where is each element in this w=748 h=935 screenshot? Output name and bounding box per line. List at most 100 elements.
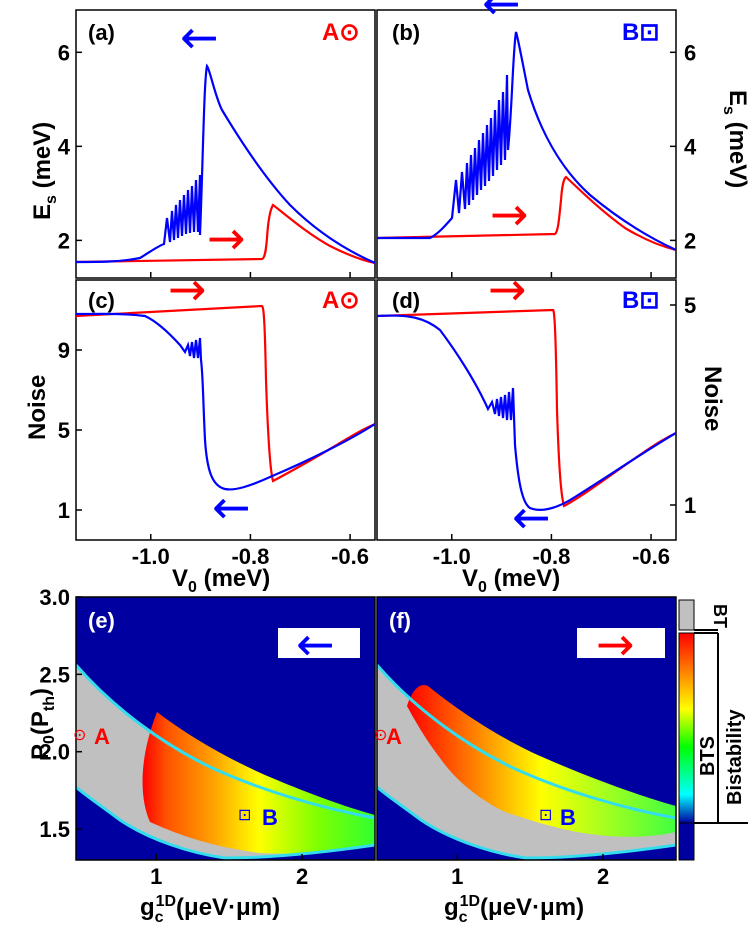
panel-e-ytick-label: 1.5 <box>39 817 70 842</box>
colorbar: BT BTS Bistability <box>678 599 748 861</box>
panel-e-lower-boundary <box>76 785 375 860</box>
panel-f-xtick-label: 1 <box>451 864 463 889</box>
panel-c-blue-curve <box>76 312 375 491</box>
panel-a-lines <box>76 63 375 265</box>
panel-c-ytick-label: 5 <box>58 418 70 443</box>
panel-d-lines <box>377 308 676 511</box>
panel-e-xlabel: gc1D(μeV·μm) <box>140 893 280 926</box>
panel-c-blue-arrow: ← <box>212 480 251 534</box>
panel-f-xtick-label: 2 <box>597 864 609 889</box>
panel-c-xtick-label: -1.0 <box>132 544 170 569</box>
panel-f-point-a-marker: ⊙ <box>374 725 387 744</box>
panel-f-point-b-marker: ⊡ <box>539 805 552 824</box>
panel-a: 2 4 6 (a) A⊙ ← → Es (meV) <box>29 9 376 279</box>
panel-c-ylabel: Noise <box>24 375 51 440</box>
panel-b-red-curve <box>377 175 676 252</box>
panel-e-xtick-label: 1 <box>150 864 162 889</box>
colorbar-bt-label: BT <box>710 604 730 628</box>
panel-f-xlabel: gc1D(μeV·μm) <box>444 893 584 926</box>
panel-a-ylabel: Es (meV) <box>29 122 60 220</box>
panel-c-ticks: -1.0 -0.8 -0.6 1 5 9 <box>58 338 369 569</box>
panel-c-label: (c) <box>88 288 115 313</box>
colorbar-navy-swatch <box>678 822 695 861</box>
colorbar-bt-swatch <box>678 599 695 631</box>
panel-f-label: (f) <box>389 608 411 633</box>
panel-f-upper-boundary <box>377 664 676 820</box>
panel-c-tag: A⊙ <box>322 287 359 314</box>
colorbar-gradient <box>678 632 695 824</box>
panel-f-point-b-label: B <box>560 805 576 830</box>
panel-e-bts-region <box>142 712 375 854</box>
panel-d-frame <box>376 279 677 541</box>
panel-d-xtick-label: -0.8 <box>532 544 570 569</box>
panel-a-frame <box>75 9 376 279</box>
panel-c-frame <box>75 279 376 541</box>
panel-d-tag: B⊡ <box>622 287 659 314</box>
panel-d-red-curve <box>377 308 676 508</box>
panel-b-blue-curve <box>377 31 676 251</box>
panel-a-ticks: 2 4 6 <box>58 40 351 278</box>
panel-f-arrow: → <box>596 617 635 671</box>
panel-a-red-curve <box>76 203 375 265</box>
panel-a-tag: A⊙ <box>322 19 359 46</box>
panel-b: 2 4 6 (b) B⊡ ← → Es (meV) <box>376 0 748 279</box>
panel-b-ytick-label: 6 <box>684 40 696 65</box>
panel-a-red-arrow: → <box>207 211 246 265</box>
panel-d-xtick-label: -1.0 <box>433 544 471 569</box>
panel-b-label: (b) <box>392 20 420 45</box>
panel-d: -1.0 -0.8 -0.6 1 5 (d) B⊡ → ← Noise V0 (meV) <box>376 262 726 596</box>
panel-a-blue-arrow: ← <box>180 10 219 64</box>
panel-c-xtick-label: -0.6 <box>331 544 369 569</box>
panel-d-ylabel: Noise <box>699 366 726 431</box>
panel-f-point-a-label: A <box>386 724 402 749</box>
panel-e-xtick-label: 2 <box>296 864 308 889</box>
panel-b-tag: B⊡ <box>622 19 659 46</box>
colorbar-bistability-label: Bistability <box>724 709 746 805</box>
panel-b-lines <box>377 31 676 252</box>
panel-c: -1.0 -0.8 -0.6 1 5 9 (c) A⊙ → ← Noise V0 (meV… <box>24 262 376 596</box>
panel-f-lower-boundary <box>377 785 676 860</box>
panel-d-blue-arrow: ← <box>512 490 551 544</box>
panel-c-xtick-label: -0.8 <box>231 544 269 569</box>
panel-e-upper-boundary <box>76 664 375 820</box>
panel-f-arrow-box <box>577 628 665 658</box>
panel-b-ytick-label: 4 <box>684 134 697 159</box>
panel-c-lines <box>76 304 375 491</box>
panel-e-point-a-label: A <box>94 724 110 749</box>
panel-a-ytick-label: 4 <box>58 134 71 159</box>
panel-b-ylabel: Es (meV) <box>720 90 748 188</box>
panel-f-bts-region <box>407 684 676 837</box>
panel-c-red-curve <box>76 304 375 483</box>
panel-b-ytick-label: 2 <box>684 228 696 253</box>
panel-e: 1 2 1.5 2.0 2.5 3.0 (e) ← ⊙ A ⊡ B P0(Pth) gc1… <box>27 585 376 926</box>
panel-b-blue-arrow: ← <box>482 0 521 30</box>
panel-e-point-a-marker: ⊙ <box>73 725 86 744</box>
panel-a-ytick-label: 2 <box>58 228 70 253</box>
colorbar-bts-label: BTS <box>697 736 719 776</box>
panel-e-ylabel: P0(Pth) <box>27 688 58 760</box>
panel-d-red-arrow: → <box>488 262 527 316</box>
panel-c-xlabel: V0 (meV) <box>172 565 270 596</box>
panel-b-ticks: 2 4 6 <box>451 40 697 278</box>
panel-f-frame <box>376 596 677 861</box>
panel-d-xtick-label: -0.6 <box>632 544 670 569</box>
panel-e-point-b-marker: ⊡ <box>238 805 251 824</box>
panel-e-ticks: 1 2 1.5 2.0 2.5 3.0 <box>39 585 308 889</box>
panel-d-xlabel: V0 (meV) <box>462 565 560 596</box>
panel-e-arrow: ← <box>296 617 335 671</box>
panel-a-ytick-label: 6 <box>58 40 70 65</box>
panel-b-frame <box>376 9 677 279</box>
panel-e-ytick-label: 2.5 <box>39 662 70 687</box>
panel-c-ytick-label: 1 <box>58 498 70 523</box>
panel-e-frame <box>75 596 376 861</box>
panel-d-label: (d) <box>392 288 420 313</box>
panel-a-label: (a) <box>88 20 115 45</box>
panel-e-point-b-label: B <box>262 805 278 830</box>
panel-c-ytick-label: 9 <box>58 338 70 363</box>
panel-e-label: (e) <box>88 608 115 633</box>
panel-e-ytick-label: 3.0 <box>39 585 70 610</box>
panel-d-ytick-label: 5 <box>684 293 696 318</box>
